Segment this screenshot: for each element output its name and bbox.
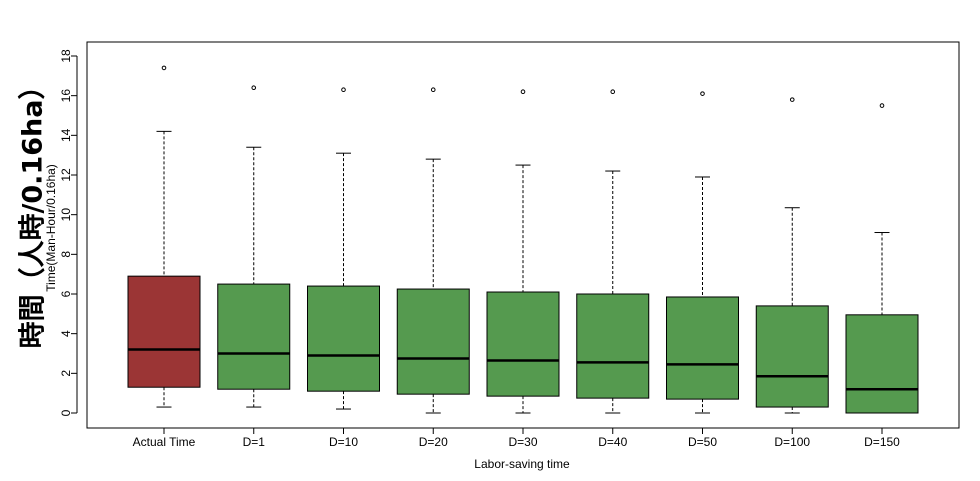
x-tick-label: D=30 — [508, 435, 537, 449]
y-tick-label: 4 — [59, 330, 73, 337]
x-tick-label: D=100 — [774, 435, 810, 449]
box-group — [127, 65, 201, 408]
x-tick-label: D=50 — [688, 435, 717, 449]
y-tick-label: 6 — [59, 290, 73, 297]
y-tick-label: 2 — [59, 370, 73, 377]
outlier-point — [700, 91, 705, 96]
box-series — [127, 65, 919, 414]
box-group — [217, 85, 291, 408]
x-tick-label: D=1 — [243, 435, 266, 449]
outlier-point — [251, 85, 257, 91]
box-iqr — [127, 275, 201, 388]
box-iqr — [217, 283, 291, 390]
box-iqr — [486, 291, 560, 397]
outlier-point — [520, 89, 526, 94]
box-group — [486, 89, 560, 414]
x-tick-label: D=20 — [419, 435, 448, 449]
y-axis-label: Time(Man-Hour/0.16ha) — [44, 164, 58, 292]
y-tick-label: 0 — [59, 409, 73, 416]
outlier-point — [610, 89, 616, 94]
x-axis: Actual Time D=1 D=10 D=20 D=30 D=40 D=50 D=100 D… — [133, 427, 900, 449]
box-group — [307, 87, 380, 410]
outlier-point — [430, 87, 436, 93]
outlier-point — [161, 65, 167, 71]
box-group — [755, 97, 829, 414]
outlier-point — [341, 87, 346, 93]
box-group — [396, 87, 470, 414]
box-iqr — [396, 288, 470, 395]
box-iqr — [755, 305, 829, 408]
x-tick-label: D=40 — [598, 435, 627, 449]
y-tick-label: 8 — [59, 251, 73, 258]
box-iqr — [576, 293, 650, 399]
box-group — [576, 89, 650, 414]
outlier-point — [879, 103, 885, 108]
y-tick-label: 12 — [59, 168, 73, 182]
y-tick-label: 14 — [59, 128, 73, 142]
x-axis-label: Labor-saving time — [474, 457, 570, 471]
box-iqr — [845, 314, 919, 414]
y-axis: 0 2 4 6 8 10 12 14 16 18 — [59, 49, 78, 416]
box-iqr — [307, 285, 380, 392]
box-iqr — [666, 296, 739, 400]
y-tick-label: 10 — [59, 208, 73, 222]
x-tick-label: Actual Time — [133, 435, 196, 449]
outlier-point — [789, 97, 795, 102]
x-tick-label: D=10 — [329, 435, 358, 449]
y-tick-label: 18 — [59, 49, 73, 63]
box-group — [666, 91, 739, 414]
box-group — [845, 103, 919, 414]
x-tick-label: D=150 — [864, 435, 900, 449]
y-tick-label: 16 — [59, 89, 73, 103]
